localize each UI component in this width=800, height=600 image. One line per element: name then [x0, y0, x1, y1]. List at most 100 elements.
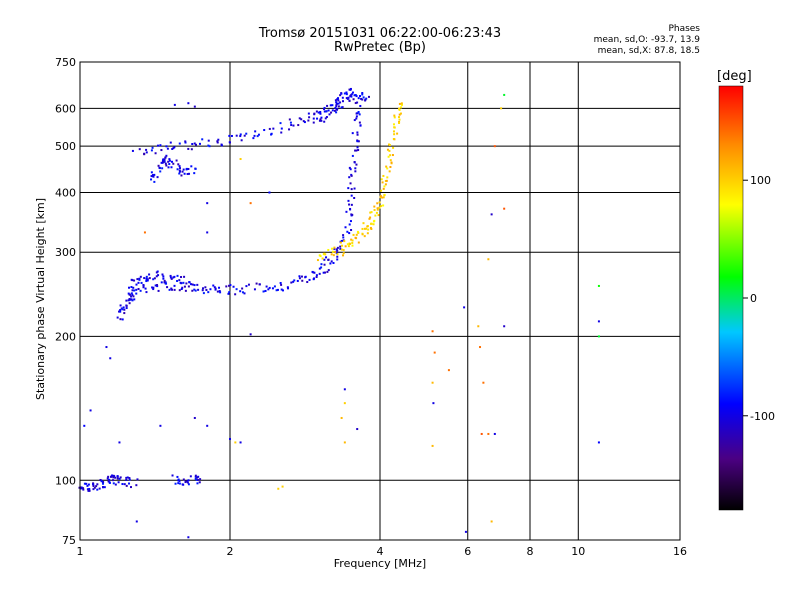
trace-point	[360, 97, 363, 100]
trace-point	[80, 487, 83, 490]
trace-point	[357, 97, 360, 100]
trace-point	[348, 232, 351, 235]
trace-point	[349, 88, 352, 91]
trace-point	[185, 480, 188, 483]
trace-point	[254, 130, 257, 133]
trace-point	[331, 250, 334, 253]
trace-point	[142, 284, 145, 287]
trace-point	[157, 274, 160, 277]
trace-point	[312, 121, 315, 124]
scatter-point	[493, 145, 496, 148]
trace-point	[326, 104, 329, 107]
trace-point	[125, 304, 128, 307]
trace-point	[122, 306, 125, 309]
trace-point	[366, 232, 369, 235]
trace-point	[171, 147, 174, 150]
trace-point	[345, 91, 348, 94]
trace-point	[342, 254, 345, 257]
trace-point	[119, 310, 122, 313]
trace-point	[339, 94, 342, 97]
trace-point	[193, 288, 196, 291]
trace-point	[387, 155, 390, 158]
trace-point	[191, 143, 194, 146]
trace-point	[133, 298, 136, 301]
colorbar	[718, 85, 744, 511]
trace-point	[386, 176, 389, 179]
scatter-point	[206, 202, 209, 205]
trace-point	[148, 277, 151, 280]
trace-point	[353, 119, 356, 122]
chart-subtitle: RwPretec (Bp)	[333, 40, 427, 55]
trace-point	[143, 153, 146, 156]
trace-point	[356, 131, 359, 134]
trace-point	[207, 144, 210, 147]
trace-point	[168, 163, 171, 166]
trace-point	[320, 119, 323, 122]
trace-point	[183, 172, 186, 175]
trace-point	[106, 477, 109, 480]
trace-point	[228, 291, 231, 294]
trace-point	[323, 258, 326, 261]
scatter-point	[109, 357, 112, 360]
trace-point	[341, 96, 344, 99]
trace-point	[342, 252, 345, 255]
trace-point	[343, 240, 346, 243]
trace-point	[187, 147, 190, 150]
trace-point	[125, 299, 128, 302]
trace-point	[92, 485, 95, 488]
trace-point	[354, 94, 357, 97]
trace-point	[344, 245, 347, 248]
trace-point	[131, 289, 134, 292]
trace-point	[353, 196, 356, 199]
trace-point	[128, 302, 131, 305]
trace-point	[125, 476, 128, 479]
trace-point	[153, 180, 156, 183]
scatter-point	[463, 306, 466, 309]
trace-point	[322, 253, 325, 256]
trace-point	[393, 126, 396, 129]
trace-point	[400, 103, 403, 106]
trace-point	[179, 170, 182, 173]
trace-point	[356, 133, 359, 136]
trace-point	[176, 274, 179, 277]
trace-point	[392, 137, 395, 140]
trace-point	[121, 483, 124, 486]
trace-point	[398, 118, 401, 121]
trace-point	[198, 142, 201, 145]
trace-point	[217, 138, 220, 141]
trace-point	[125, 484, 128, 487]
trace-point	[320, 266, 323, 269]
trace-point	[130, 298, 133, 301]
trace-point	[337, 105, 340, 108]
scatter-point	[503, 325, 506, 328]
trace-point	[301, 279, 304, 282]
trace-point	[264, 289, 267, 292]
trace-point	[280, 283, 283, 286]
trace-point	[92, 483, 95, 486]
trace-point	[86, 484, 89, 487]
trace-point	[152, 288, 155, 291]
trace-point	[152, 175, 155, 178]
trace-point	[163, 160, 166, 163]
trace-point	[146, 278, 149, 281]
trace-point	[333, 109, 336, 112]
scatter-point	[356, 428, 359, 431]
scatter-point	[239, 441, 242, 444]
trace-point	[87, 483, 90, 486]
trace-point	[308, 278, 311, 281]
trace-point	[131, 149, 134, 152]
trace-point	[138, 277, 141, 280]
trace-point	[159, 144, 162, 147]
y-tick-label: 75	[62, 534, 76, 547]
trace-point	[136, 278, 139, 281]
trace-point	[119, 309, 122, 312]
trace-point	[150, 171, 153, 174]
scatter-point	[343, 402, 346, 405]
scatter-point	[187, 102, 190, 105]
trace-point	[150, 149, 153, 152]
trace-point	[130, 292, 133, 295]
trace-point	[177, 478, 180, 481]
trace-point	[128, 293, 131, 296]
trace-point	[145, 291, 148, 294]
trace-point	[332, 262, 335, 265]
